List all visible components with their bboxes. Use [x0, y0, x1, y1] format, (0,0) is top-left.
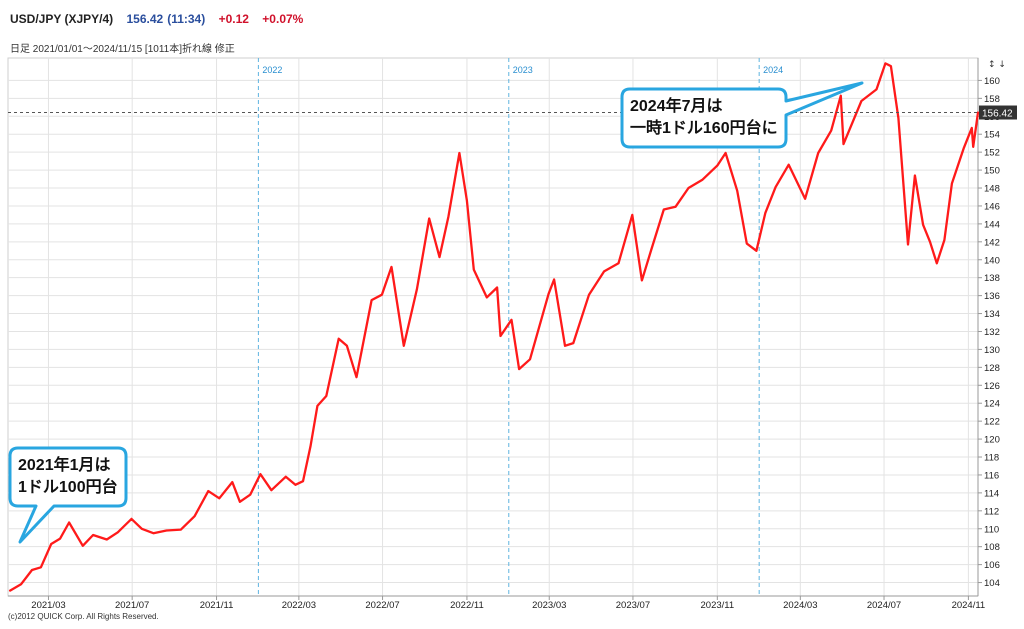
- last-price-label: 156.42: [982, 109, 1013, 120]
- y-tick-label: 122: [984, 417, 1000, 428]
- callout-jan2021-line2: 1ドル100円台: [18, 479, 118, 496]
- year-label: 2023: [513, 65, 533, 75]
- chart-subheader: 日足 2021/01/01〜2024/11/15 [1011本]折れ線 修正: [10, 44, 235, 55]
- x-tick-label: 2021/07: [115, 600, 149, 611]
- x-tick-label: 2023/03: [532, 600, 566, 611]
- plot-frame: [7, 57, 979, 597]
- x-tick-label: 2022/03: [282, 600, 316, 611]
- scroll-arrows: ↕ ↓: [988, 60, 1006, 70]
- x-tick-label: 2023/11: [701, 600, 735, 611]
- x-tick-label: 2023/07: [616, 600, 650, 611]
- y-tick-label: 104: [984, 578, 1000, 589]
- y-tick-label: 160: [984, 76, 1000, 87]
- symbol-label: USD/JPY (XJPY/4): [10, 12, 114, 26]
- x-tick-label: 2024/11: [952, 600, 986, 611]
- callout-jan2021: 2021年1月は 1ドル100円台: [18, 455, 118, 499]
- y-axis: 104 106 108 110 112 114 116 118 120 122 124 126 128 1…: [977, 58, 1006, 596]
- y-tick-label: 130: [984, 345, 1000, 356]
- y-tick-label: 136: [984, 291, 1000, 302]
- y-tick-label: 152: [984, 148, 1000, 159]
- y-tick-label: 128: [984, 363, 1000, 374]
- grid-lines: [7, 57, 979, 597]
- last-price-box: [979, 105, 1017, 120]
- callout-jul2024-line2: 一時1ドル160円台に: [630, 120, 778, 137]
- callout-jan2021-bubble: [8, 446, 128, 544]
- series-layer: [8, 62, 980, 592]
- chart-header: USD/JPY (XJPY/4) 156.42 (11:34) +0.12 +0.…: [10, 12, 313, 26]
- y-tick-label: 112: [984, 506, 999, 517]
- y-tick-label: 124: [984, 399, 1000, 410]
- copyright-text: (c)2012 QUICK Corp. All Rights Reserved.: [8, 612, 159, 621]
- last-time: (11:34): [167, 12, 206, 26]
- year-markers: 2022 2023 2024: [257, 58, 783, 596]
- x-tick-label: 2021/03: [31, 600, 65, 611]
- y-tick-label: 108: [984, 542, 1000, 553]
- x-axis: 2021/03 2021/07 2021/11 2022/03 2022/07 2022/…: [8, 595, 986, 611]
- series-line-usdjpy: [8, 62, 980, 592]
- price-change: +0.12: [218, 12, 249, 26]
- callout-jul2024-line1: 2024年7月は: [630, 98, 723, 115]
- x-tick-label: 2024/03: [783, 600, 817, 611]
- year-label: 2024: [763, 65, 783, 75]
- last-price-marker: 156.42: [8, 105, 1017, 120]
- y-tick-label: 138: [984, 273, 1000, 284]
- y-tick-label: 120: [984, 435, 1000, 446]
- callout-jan2021-line1: 2021年1月は: [18, 457, 111, 474]
- y-tick-label: 116: [984, 470, 999, 481]
- year-label: 2022: [262, 65, 282, 75]
- y-tick-label: 110: [984, 524, 999, 535]
- y-tick-label: 106: [984, 560, 1000, 571]
- callouts: [8, 81, 864, 544]
- y-tick-label: 140: [984, 255, 1000, 266]
- x-tick-label: 2024/07: [867, 600, 901, 611]
- y-tick-label: 142: [984, 237, 1000, 248]
- callout-jul2024-bubble: [620, 81, 864, 149]
- y-tick-label: 148: [984, 184, 1000, 195]
- y-tick-label: 118: [984, 453, 999, 464]
- y-tick-label: 158: [984, 94, 1000, 105]
- y-tick-label: 154: [984, 130, 1000, 141]
- y-tick-label: 132: [984, 327, 1000, 338]
- y-tick-label: 126: [984, 381, 1000, 392]
- y-tick-label: 134: [984, 309, 1000, 320]
- y-tick-label: 150: [984, 166, 1000, 177]
- y-tick-label: 144: [984, 219, 1000, 230]
- x-tick-label: 2021/11: [200, 600, 234, 611]
- x-tick-label: 2022/11: [450, 600, 484, 611]
- y-tick-label: 114: [984, 488, 999, 499]
- y-tick-label: 146: [984, 201, 1000, 212]
- price-change-pct: +0.07%: [262, 12, 304, 26]
- callout-jul2024: 2024年7月は 一時1ドル160円台に: [630, 96, 778, 140]
- x-tick-label: 2022/07: [365, 600, 399, 611]
- last-price: 156.42: [126, 12, 164, 26]
